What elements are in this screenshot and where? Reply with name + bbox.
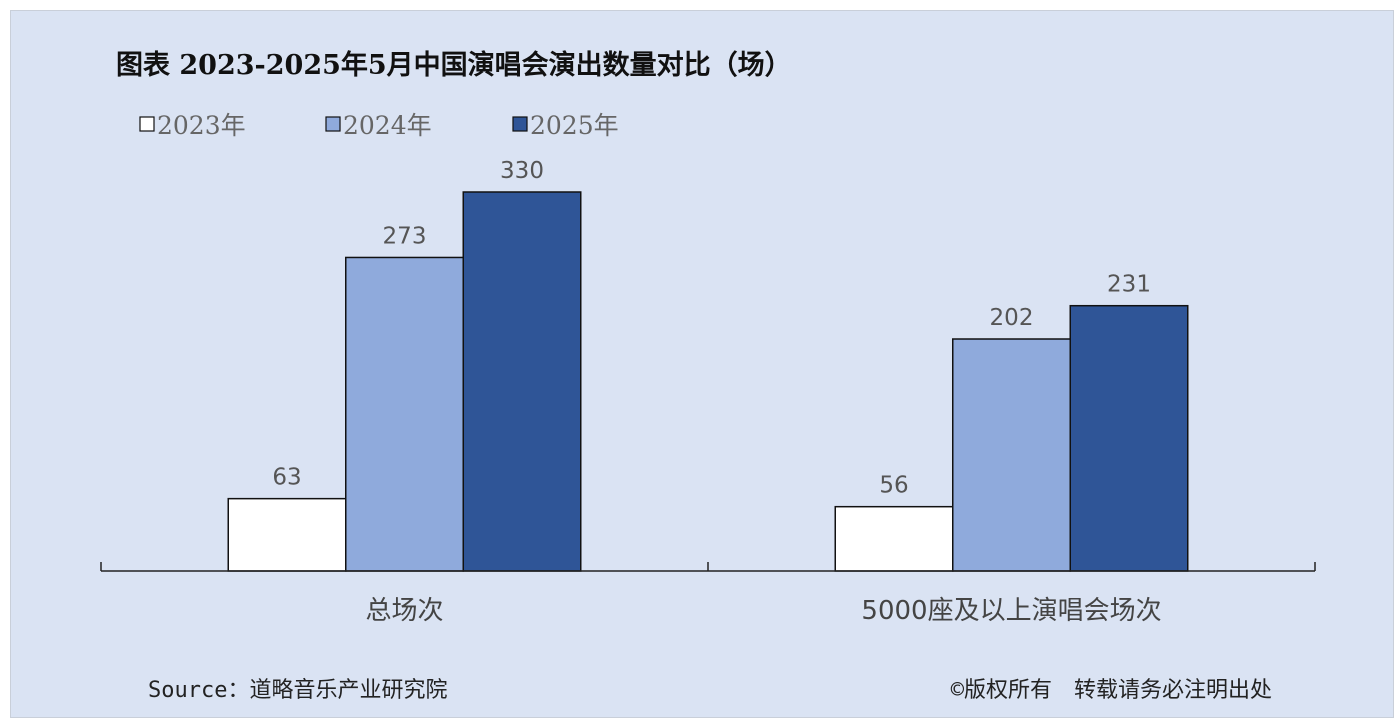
data-label: 63 (272, 465, 301, 491)
bar-2025年-0 (462, 191, 582, 572)
x-axis: 总场次 5000座及以上演唱会场次 (100, 562, 1316, 626)
bar-2023年-0 (227, 497, 347, 572)
source-note: Source：道略音乐产业研究院 (148, 678, 447, 703)
legend-label: 2023年 (157, 111, 246, 140)
data-label: 231 (1107, 272, 1151, 298)
data-label: 56 (879, 473, 908, 499)
data-label: 330 (500, 158, 544, 184)
legend-label: 2025年 (530, 111, 619, 140)
category-label: 总场次 (365, 596, 443, 626)
bar-2025年-1 (1069, 304, 1189, 572)
chart-title: 图表 2023-2025年5月中国演唱会演出数量对比（场） (116, 49, 792, 81)
data-label: 202 (990, 305, 1034, 331)
bar-2024年-0 (345, 256, 464, 572)
bar-2023年-1 (834, 505, 954, 572)
copyright-note: ©版权所有 转载请务必注明出处 (951, 678, 1272, 703)
data-label: 273 (383, 223, 427, 249)
legend: 2023年 2024年 2025年 (139, 111, 619, 140)
legend-swatch (512, 116, 528, 132)
bars: 63 273 330 56 202 231 (227, 158, 1189, 572)
legend-label: 2024年 (343, 111, 432, 140)
legend-swatch (325, 116, 341, 132)
legend-swatch (139, 116, 155, 132)
bar-2024年-1 (952, 338, 1071, 572)
category-label: 5000座及以上演唱会场次 (861, 596, 1161, 626)
